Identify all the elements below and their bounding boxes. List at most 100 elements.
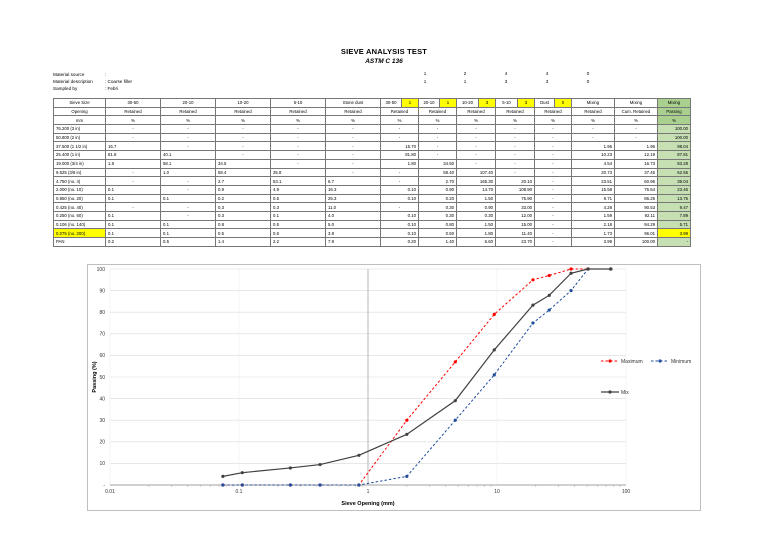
sieve-size-cell: 0.106 (no. 140)	[53, 219, 106, 230]
table-header-row-3: mm % % % % % % % % % % % % %	[53, 115, 691, 126]
sieve-size-cell: 0.250 (no. 60)	[53, 210, 106, 221]
passing-cell: 87.81	[657, 150, 691, 160]
value-cell: -	[456, 158, 496, 169]
mix-ratio-a2: 2	[463, 71, 467, 76]
value-cell: 0.1	[105, 228, 161, 238]
value-cell: 1.80	[456, 228, 496, 238]
header-cell: Stone dust	[325, 98, 381, 108]
header-cell: %	[215, 115, 271, 126]
value-cell: 53.1	[270, 176, 326, 186]
value-cell: 0.10	[380, 184, 419, 195]
value-cell: 1.8	[105, 158, 161, 169]
value-cell: -	[160, 210, 216, 221]
value-cell: 0.50	[418, 228, 457, 238]
legend-marker-maximum	[608, 359, 612, 363]
value-cell: 0.3	[215, 202, 271, 212]
report-title: SIEVE ANALYSIS TEST	[340, 47, 428, 56]
meta-block: Material source: Material description: C…	[53, 71, 132, 92]
value-cell: 35.8	[270, 167, 326, 178]
header-cell: 5-10	[495, 98, 518, 108]
value-cell: -	[456, 124, 496, 134]
sieve-size-cell: 0.075 (no. 200)	[53, 228, 106, 238]
value-cell: 0.5	[270, 219, 326, 230]
value-cell: 100.00	[614, 237, 658, 247]
value-cell: -	[270, 141, 326, 152]
data-point-mix	[609, 267, 613, 271]
value-cell: -	[534, 176, 572, 186]
header-cell: 10-20	[215, 98, 271, 108]
table-row: 25.400 (1 in) 81.8 40.1- - -81.80- - - -10.23 12…	[53, 150, 691, 160]
value-cell: 2.7	[215, 176, 271, 186]
report-subtitle: ASTM C 136	[365, 58, 403, 65]
header-cell: Retained	[534, 106, 572, 117]
value-cell: 0.1	[105, 193, 161, 204]
value-cell: 0.10	[380, 193, 419, 204]
value-cell: 11.0	[325, 202, 381, 212]
value-cell: 0.2	[105, 237, 161, 247]
header-cell: 5-10	[270, 98, 326, 108]
data-point-minimum	[547, 308, 551, 312]
value-cell: 15.00	[495, 219, 535, 230]
value-cell: -	[534, 141, 572, 152]
value-cell: -	[534, 124, 572, 134]
value-cell: -	[325, 124, 381, 134]
value-cell: -	[534, 132, 572, 143]
value-cell: 2.70	[418, 176, 457, 186]
header-cell: %	[270, 115, 326, 126]
header-cell: %	[380, 115, 419, 126]
header-cell: Passing	[657, 106, 691, 117]
value-cell: -	[495, 167, 535, 178]
x-axis-title: Sieve Opening (mm)	[341, 501, 394, 507]
value-cell: 3.8	[325, 228, 381, 238]
header-cell: Sieve Size	[53, 98, 106, 108]
value-cell: -	[270, 124, 326, 134]
legend-marker-mix	[608, 390, 612, 394]
value-cell: 58.40	[418, 167, 457, 178]
value-cell: -	[495, 150, 535, 160]
value-cell: 0.10	[380, 210, 419, 221]
value-cell: 60.96	[614, 176, 658, 186]
value-cell: 86.25	[614, 193, 658, 204]
table-row: 9.525 (3/8 in) -1.0 58.4 35.8- -58.40 107.40-…	[53, 167, 691, 178]
value-cell: -	[534, 210, 572, 221]
value-cell: 15.58	[571, 184, 615, 195]
mix-ratio-a1: 1	[423, 71, 427, 76]
value-cell: 0.8	[215, 219, 271, 230]
value-cell: 92.11	[614, 210, 658, 221]
value-cell: -	[534, 219, 572, 230]
data-point-minimum	[531, 321, 535, 325]
value-cell: -	[105, 202, 161, 212]
header-cell: Retained	[105, 106, 161, 117]
value-cell: 94.29	[614, 219, 658, 230]
x-tick-label: 10	[494, 489, 500, 495]
value-cell: -	[534, 158, 572, 169]
mix-ratio-a4: 4	[545, 71, 549, 76]
header-cell: %	[571, 115, 615, 126]
value-cell: 0.30	[418, 202, 457, 212]
data-point-mix	[586, 267, 590, 271]
y-tick-label: 40	[99, 396, 105, 402]
data-point-maximum	[492, 312, 496, 316]
value-cell: 1.50	[456, 193, 496, 204]
x-tick-label: 0.01	[105, 489, 115, 495]
data-point-mix	[492, 348, 496, 352]
value-cell: 0.1	[105, 184, 161, 195]
header-cell: Opening	[53, 106, 106, 117]
passing-cell: 3.99	[657, 228, 691, 238]
passing-cell: 62.55	[657, 167, 691, 178]
value-cell: -	[534, 228, 572, 238]
data-point-mix	[405, 432, 409, 436]
value-cell: 12.00	[495, 210, 535, 221]
passing-cell: 9.47	[657, 202, 691, 212]
value-cell: 23.70	[495, 237, 535, 247]
sieve-size-cell: 0.425 (no. 40)	[53, 202, 106, 212]
table-row: 76.200 (3 in) - - - - - - - - - - - -100.00	[53, 124, 691, 134]
value-cell: -	[495, 124, 535, 134]
table-header-row-1: Sieve Size 30-50 20-10 10-20 5-10 Stone …	[53, 98, 691, 108]
value-cell: -	[534, 193, 572, 204]
header-ratio-cell: 0	[554, 98, 572, 108]
value-cell: -	[456, 150, 496, 160]
value-cell: 75.90	[495, 193, 535, 204]
value-cell: 58.1	[160, 158, 216, 169]
value-cell: 7.9	[325, 237, 381, 247]
